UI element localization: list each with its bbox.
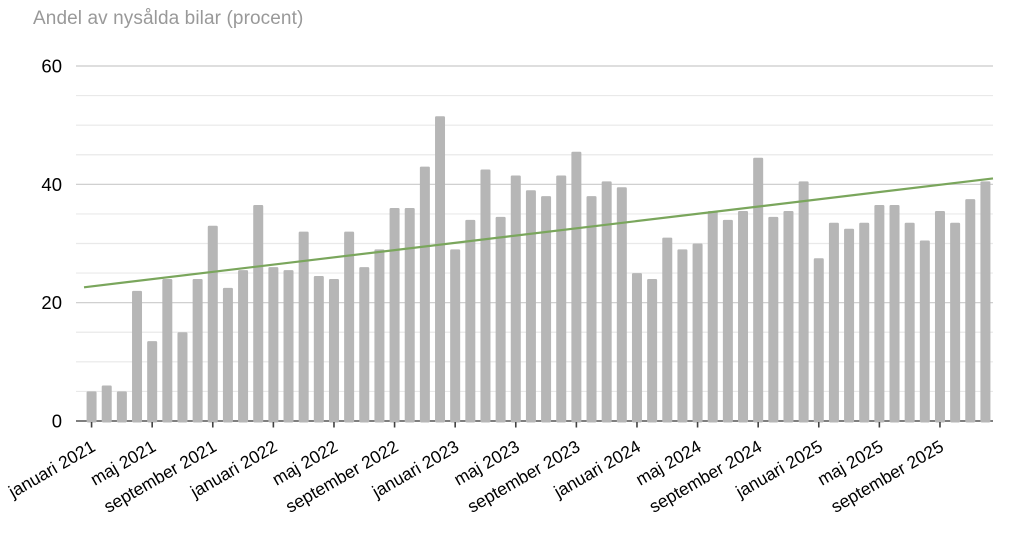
bar[interactable] bbox=[601, 181, 612, 423]
bar[interactable] bbox=[950, 222, 961, 423]
bar[interactable] bbox=[798, 181, 809, 423]
bar[interactable] bbox=[692, 243, 703, 423]
bar[interactable] bbox=[132, 290, 143, 423]
bar[interactable] bbox=[510, 175, 521, 423]
bar[interactable] bbox=[768, 216, 779, 423]
bar[interactable] bbox=[389, 208, 400, 423]
bar[interactable] bbox=[162, 279, 173, 423]
bar[interactable] bbox=[904, 222, 915, 423]
bar[interactable] bbox=[359, 267, 370, 423]
bar[interactable] bbox=[707, 210, 718, 423]
bar[interactable] bbox=[283, 270, 294, 423]
x-axis-label: januari 2021 bbox=[4, 436, 98, 502]
bar[interactable] bbox=[738, 210, 749, 423]
bar[interactable] bbox=[934, 210, 945, 423]
bar[interactable] bbox=[859, 222, 870, 423]
bar[interactable] bbox=[783, 210, 794, 423]
bar[interactable] bbox=[298, 231, 309, 423]
bar[interactable] bbox=[919, 240, 930, 423]
bar[interactable] bbox=[616, 187, 627, 423]
bar[interactable] bbox=[586, 196, 597, 423]
bar[interactable] bbox=[344, 231, 355, 423]
bar[interactable] bbox=[965, 199, 976, 423]
bar[interactable] bbox=[662, 237, 673, 423]
bar[interactable] bbox=[465, 219, 476, 423]
bar[interactable] bbox=[374, 249, 385, 423]
bar[interactable] bbox=[828, 222, 839, 423]
bar[interactable] bbox=[722, 219, 733, 423]
bar[interactable] bbox=[435, 116, 446, 423]
bar[interactable] bbox=[525, 190, 536, 423]
bar[interactable] bbox=[419, 166, 430, 423]
bar[interactable] bbox=[268, 267, 279, 423]
y-axis-label: 60 bbox=[41, 56, 62, 77]
y-axis-label: 20 bbox=[41, 292, 62, 313]
bar[interactable] bbox=[844, 228, 855, 423]
bar[interactable] bbox=[480, 169, 491, 423]
bar[interactable] bbox=[677, 249, 688, 423]
bar[interactable] bbox=[874, 205, 885, 423]
y-axis-label: 40 bbox=[41, 174, 62, 195]
bar[interactable] bbox=[328, 279, 339, 423]
bar[interactable] bbox=[753, 157, 764, 423]
bar[interactable] bbox=[889, 205, 900, 423]
bar[interactable] bbox=[556, 175, 567, 423]
bar[interactable] bbox=[101, 385, 112, 423]
y-axis-label: 0 bbox=[52, 411, 62, 432]
bar[interactable] bbox=[450, 249, 461, 423]
bar[interactable] bbox=[495, 216, 506, 423]
bar[interactable] bbox=[147, 341, 158, 423]
bar[interactable] bbox=[980, 181, 991, 423]
bar[interactable] bbox=[222, 287, 233, 423]
bar[interactable] bbox=[238, 270, 249, 423]
bar[interactable] bbox=[647, 279, 658, 423]
bar[interactable] bbox=[631, 273, 642, 423]
bar[interactable] bbox=[813, 258, 824, 423]
bar[interactable] bbox=[313, 276, 324, 423]
bar[interactable] bbox=[207, 225, 218, 423]
chart-title: Andel av nysålda bilar (procent) bbox=[33, 8, 304, 29]
bar[interactable] bbox=[116, 391, 127, 423]
trendline bbox=[83, 177, 994, 289]
bar[interactable] bbox=[404, 208, 415, 423]
bar[interactable] bbox=[541, 196, 552, 423]
bar[interactable] bbox=[86, 391, 97, 423]
bar[interactable] bbox=[571, 151, 582, 423]
bar[interactable] bbox=[253, 205, 264, 423]
bar[interactable] bbox=[177, 332, 188, 423]
bar[interactable] bbox=[192, 279, 203, 423]
